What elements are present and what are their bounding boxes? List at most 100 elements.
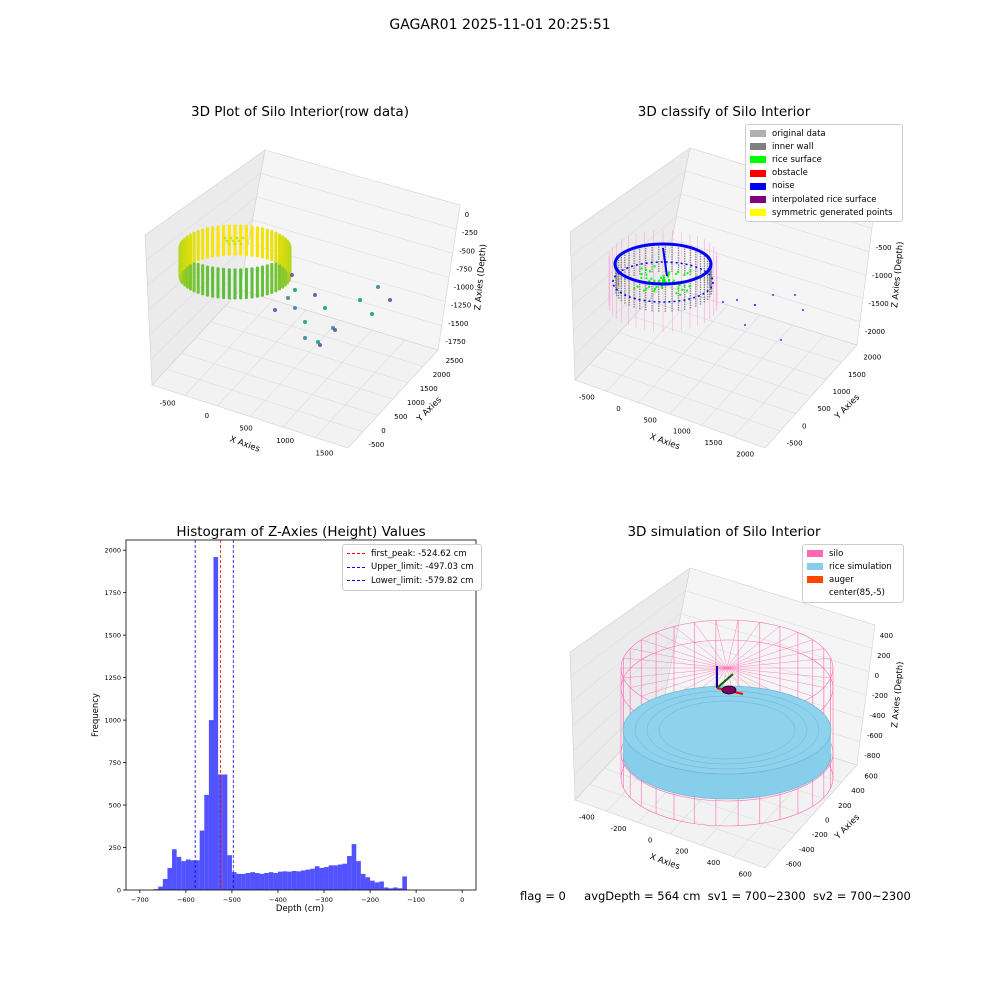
wall-point (671, 300, 673, 302)
wall-point (615, 274, 617, 276)
wall-point (709, 272, 711, 275)
wall-point (645, 264, 647, 267)
wall-point (651, 271, 653, 273)
sv2-text: sv2 = 700~2300 (812, 889, 911, 903)
point (293, 288, 297, 292)
histogram-bar (356, 861, 361, 890)
point (229, 236, 233, 240)
silo-line (726, 639, 813, 669)
silo-line (726, 657, 831, 669)
wall-point (677, 285, 680, 287)
wall-point (628, 264, 630, 266)
wall-point (628, 269, 630, 271)
y-tick-label: 1250 (104, 674, 121, 682)
wall-point (684, 289, 686, 291)
point (265, 292, 269, 296)
point (225, 239, 229, 243)
wall-point (709, 286, 711, 288)
wall-point (633, 269, 635, 272)
wall-point (633, 274, 635, 276)
rice-point (654, 288, 657, 290)
histogram-bar (254, 873, 260, 890)
wall-point (628, 285, 630, 287)
x-tick-label: −600 (177, 896, 195, 904)
wall-point (703, 286, 706, 288)
histogram-bar (158, 886, 163, 890)
wall-point (709, 271, 711, 274)
classify-3d-plot: -500 0 500 1000 1500 2000 -500 0 500 1000 1500 2000… (569, 147, 906, 458)
point (222, 295, 226, 300)
wall-point (639, 283, 641, 286)
wall-point (664, 246, 667, 248)
rice-point (640, 276, 643, 279)
wall-point (616, 285, 618, 287)
noise-point (780, 339, 782, 341)
wall-point (645, 289, 647, 292)
wall-point (699, 293, 702, 296)
rice-point (664, 281, 667, 284)
wall-point (709, 293, 711, 295)
wall-point (664, 251, 667, 253)
wall-point (677, 295, 680, 297)
wall-point (617, 287, 620, 289)
histogram-title: Histogram of Z-Axies (Height) Values (176, 524, 426, 540)
x-tick-label: 0 (205, 412, 209, 420)
point (376, 285, 380, 289)
wall-point (671, 295, 673, 298)
wall-point (699, 298, 702, 300)
silo-line (641, 667, 728, 697)
wall-point (633, 301, 635, 303)
wall-point (617, 274, 620, 276)
histogram-bar (162, 878, 168, 890)
legend-swatch (750, 209, 766, 217)
wall-point (620, 259, 622, 261)
z-axis-label: Z Axies (Depth) (473, 244, 489, 311)
histogram-bar (301, 870, 306, 890)
point (227, 242, 231, 246)
wall-point (689, 254, 692, 256)
grid-line (225, 305, 424, 367)
wall-point (624, 278, 626, 280)
wall-point (645, 294, 647, 296)
wall-point (616, 271, 618, 274)
histogram-bar (393, 887, 398, 890)
wall-point (639, 286, 641, 288)
rice-point (675, 292, 678, 295)
wall-point (645, 301, 647, 304)
histogram-bar (324, 867, 329, 890)
histogram-bar (351, 844, 357, 890)
wall-point (658, 293, 660, 295)
wall-point (639, 305, 641, 307)
grid-line (571, 613, 870, 702)
wall-point (664, 248, 667, 251)
wall-point (616, 283, 618, 286)
wall-point (677, 249, 680, 252)
wall-point (709, 275, 711, 277)
wall-point (658, 258, 660, 260)
wall-point (699, 281, 702, 284)
wall-point (677, 307, 680, 309)
rice-point (655, 285, 658, 288)
wall-point (689, 266, 692, 268)
wall-point (695, 281, 697, 283)
grid-line (570, 590, 873, 677)
silo-line (726, 622, 760, 669)
wall-point (706, 293, 709, 296)
rice-point (662, 274, 665, 277)
z-tick-label: -600 (867, 732, 883, 740)
silo-line (726, 626, 781, 669)
histogram-bar (360, 873, 366, 890)
point (216, 295, 220, 299)
rice-point (666, 275, 669, 278)
wall-point (651, 295, 653, 297)
rice-point (678, 284, 681, 287)
wall-point (706, 279, 709, 282)
wall-point (699, 286, 702, 288)
wall-point (671, 310, 673, 312)
legend-label: auger (829, 574, 854, 585)
x-tick-label: 2000 (736, 450, 754, 458)
wall-point (617, 285, 620, 287)
x-axis-label: X Axies (228, 435, 261, 455)
histogram-bar (305, 869, 311, 890)
wall-point (695, 293, 697, 295)
